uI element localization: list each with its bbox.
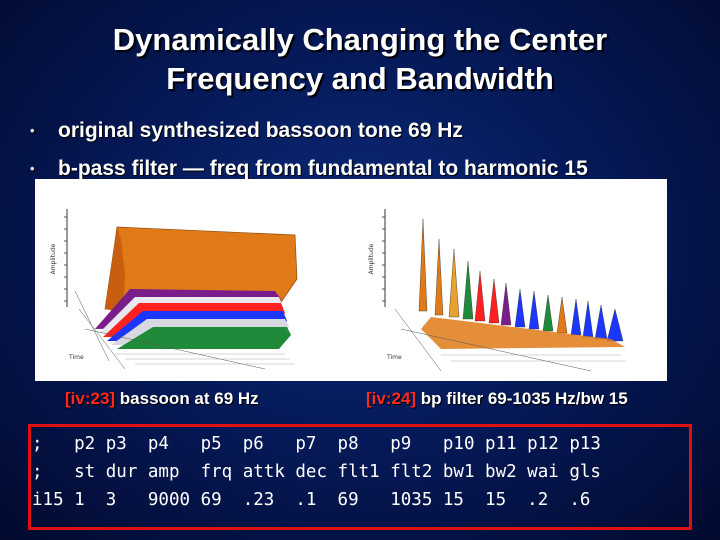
score-box xyxy=(28,424,692,530)
bullet-list: • original synthesized bassoon tone 69 H… xyxy=(30,114,710,190)
caption-right: [iv:24] bp filter 69-1035 Hz/bw 15 xyxy=(366,389,628,409)
caption-left-tag: [iv:23] xyxy=(65,389,116,408)
title-line-1: Dynamically Changing the Center xyxy=(112,22,608,57)
right-axis-label: Amplitude xyxy=(368,243,375,274)
spectrogram-figure: Amplitude Time Amplitu xyxy=(35,179,667,381)
bullet-icon: • xyxy=(30,123,35,138)
caption-right-text: bp filter 69-1035 Hz/bw 15 xyxy=(416,389,628,408)
left-bottom-label: Time xyxy=(68,354,84,361)
bassoon-waterfall-plot: Amplitude Time xyxy=(35,179,351,381)
caption-right-tag: [iv:24] xyxy=(366,389,417,408)
caption-left-text: bassoon at 69 Hz xyxy=(115,389,259,408)
score-header-1: ; p2 p3 p4 p5 p6 p7 p8 p9 p10 p11 p12 p1… xyxy=(32,434,601,454)
bullet-text-2: b-pass filter — freq from fundamental to… xyxy=(58,157,588,180)
score-header-2: ; st dur amp frq attk dec flt1 flt2 bw1 … xyxy=(32,462,601,482)
bandpass-waterfall-plot: Amplitude Time xyxy=(351,179,667,381)
bullet-item-2: • b-pass filter — freq from fundamental … xyxy=(30,152,710,190)
right-bottom-label: Time xyxy=(386,354,402,361)
slide-title: Dynamically Changing the Center Frequenc… xyxy=(40,20,680,98)
left-axis-label: Amplitude xyxy=(50,243,57,274)
caption-left: [iv:23] bassoon at 69 Hz xyxy=(65,389,259,409)
bullet-item-1: • original synthesized bassoon tone 69 H… xyxy=(30,114,710,152)
score-code: ; p2 p3 p4 p5 p6 p7 p8 p9 p10 p11 p12 p1… xyxy=(32,430,601,514)
score-note-line: i15 1 3 9000 69 .23 .1 69 1035 15 15 .2 … xyxy=(32,490,591,510)
bullet-icon: • xyxy=(30,161,35,176)
bullet-text-1: original synthesized bassoon tone 69 Hz xyxy=(58,119,463,142)
title-line-2: Frequency and Bandwidth xyxy=(166,61,554,96)
